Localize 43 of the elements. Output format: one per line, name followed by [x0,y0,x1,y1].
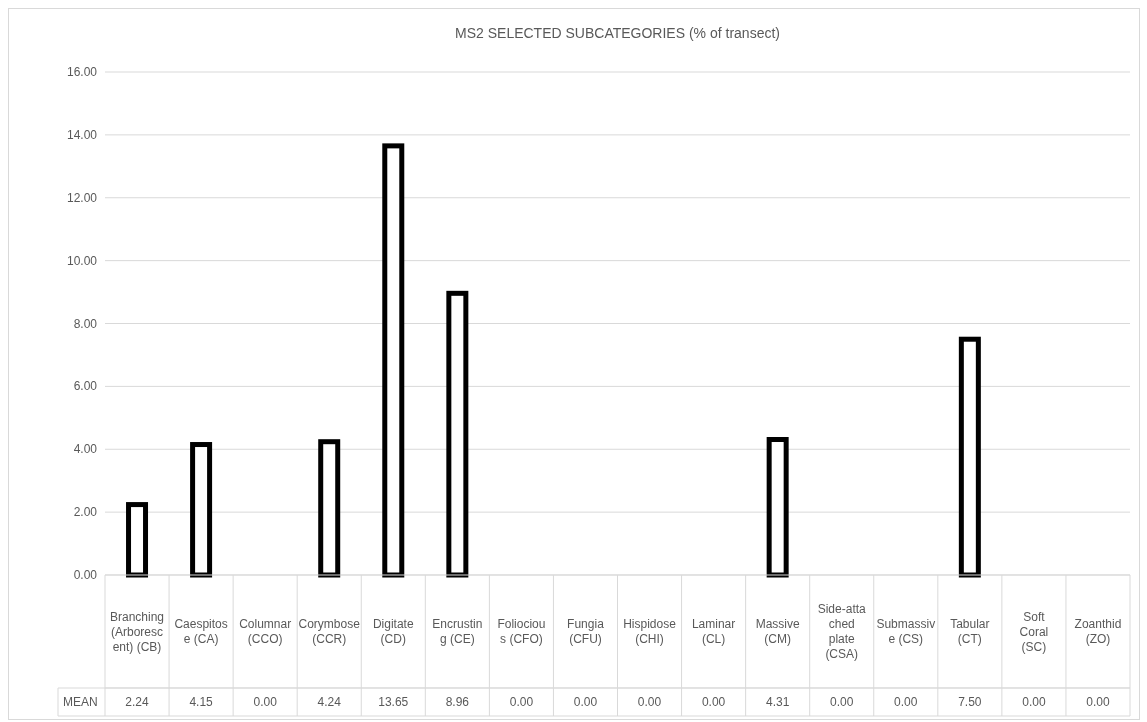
y-tick-label: 14.00 [66,127,98,142]
x-tick-label: Columnar (CCO) [239,617,292,646]
data-label: 0.00 [509,695,534,709]
y-tick-label: 4.00 [73,442,98,457]
data-label: 0.00 [253,695,278,709]
x-tick-label: Caespitose (CA) [174,617,228,646]
y-tick-label: 2.00 [73,505,98,520]
data-label: 4.15 [189,695,214,709]
x-tick-label: Foliocious (CFO) [497,617,546,646]
y-tick-label: 12.00 [66,190,98,205]
x-tick-label: Branching (Arborescent) (CB) [110,609,165,654]
chart-title: MS2 SELECTED SUBCATEGORIES (% of transect) [455,25,780,41]
x-tick-label: Corymbose (CCR) [298,617,361,646]
data-label: 4.24 [317,695,342,709]
data-label: 0.00 [894,695,918,709]
y-tick-label: 0.00 [73,568,98,582]
data-label: 13.65 [378,695,409,709]
data-label: 0.00 [637,695,662,709]
x-tick-label: Encrusting (CE) [432,617,483,646]
data-label: 0.00 [701,695,726,709]
x-tick-label: Side-attached plate (CSA) [817,602,867,661]
y-tick-label: 16.00 [66,65,98,79]
data-label: 0.00 [573,695,598,709]
y-tick-label: 6.00 [73,379,98,394]
data-label: 0.00 [1086,695,1110,709]
y-tick-label: 10.00 [66,253,98,268]
x-tick-label: Massive (CM) [755,617,800,646]
x-tick-label: Submassive (CS) [876,617,936,646]
text: MEAN [63,695,98,709]
x-tick-label: Laminar (CL) [691,617,736,646]
data-label: 0.00 [830,695,854,709]
x-tick-label: Fungia (CFU) [567,617,605,646]
x-tick-label: Tabular (CT) [950,617,990,646]
x-tick-label: Soft Coral (SC) [1019,609,1049,654]
data-label: 8.96 [445,695,470,709]
data-label: 4.31 [765,695,790,709]
x-tick-label: Digitate (CD) [372,617,414,646]
y-tick-label: 8.00 [73,316,98,331]
data-label: 7.50 [958,695,982,709]
x-tick-label: Zoanthid (ZO) [1074,617,1122,646]
data-label: 2.24 [125,695,150,709]
data-label: 0.00 [1022,695,1046,709]
x-tick-label: Hispidose (CHI) [623,617,677,646]
